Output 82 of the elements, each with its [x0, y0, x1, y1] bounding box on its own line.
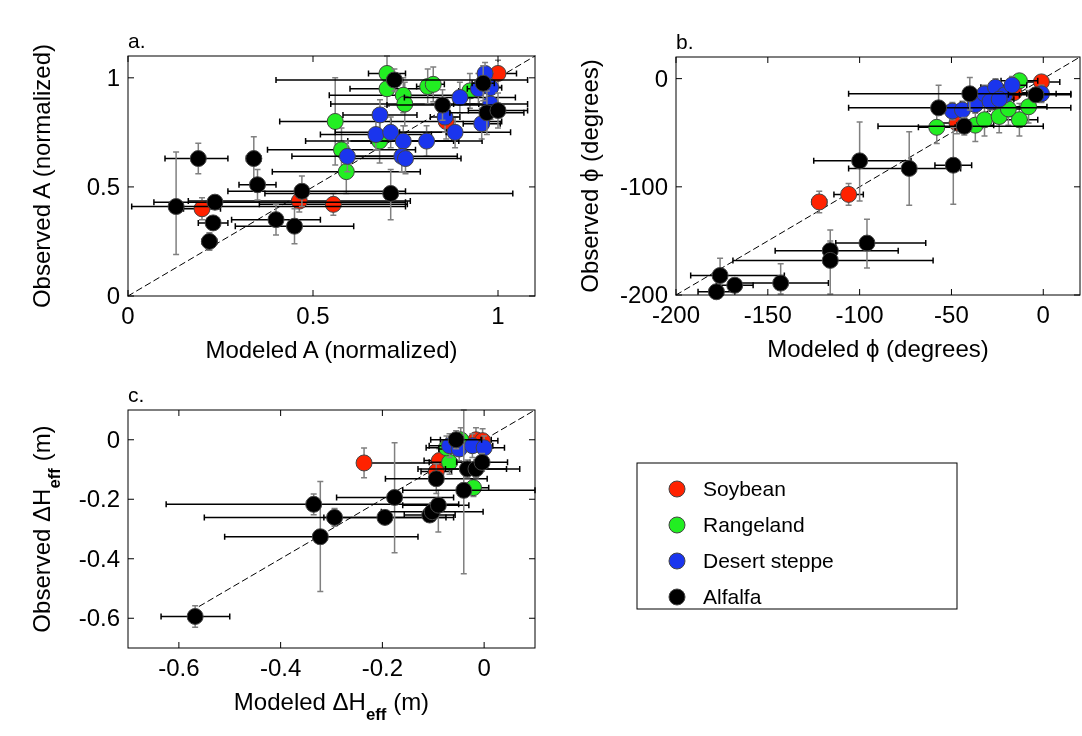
y-axis-title: Observed ϕ (degrees) — [576, 59, 603, 293]
point — [427, 470, 445, 488]
y-axis-title: Observed A (normalized) — [28, 43, 55, 309]
point — [293, 182, 311, 200]
point — [382, 123, 400, 141]
point — [726, 276, 744, 294]
point — [944, 156, 962, 174]
x-tick-label: 0.5 — [296, 302, 330, 329]
y-tick-label: 0 — [106, 425, 120, 453]
point — [474, 74, 492, 92]
y-tick-label: -0.4 — [78, 544, 120, 572]
point — [447, 431, 465, 449]
point — [245, 150, 263, 168]
legend-label: Rangeland — [703, 513, 805, 536]
point — [337, 163, 355, 181]
point — [418, 132, 436, 150]
point — [326, 112, 344, 130]
point — [810, 193, 828, 211]
point — [434, 96, 451, 114]
y-tick-label: 0 — [654, 64, 668, 92]
point — [900, 159, 918, 177]
point — [367, 126, 385, 144]
point — [338, 147, 356, 165]
x-tick-label: -0.2 — [361, 654, 404, 681]
point — [851, 152, 869, 170]
point — [397, 150, 414, 168]
point — [489, 102, 507, 120]
point — [382, 184, 400, 202]
point — [326, 508, 344, 526]
point — [371, 106, 389, 124]
y-tick-label: -100 — [619, 172, 668, 200]
point — [200, 232, 218, 250]
legend-label: Alfalfa — [703, 585, 762, 608]
point — [249, 176, 266, 194]
point — [386, 488, 404, 506]
y-tick-label: 1 — [106, 63, 120, 91]
y-tick-label: 0 — [106, 282, 120, 309]
point — [286, 217, 303, 235]
chart-title: a. — [128, 29, 146, 52]
point — [429, 496, 447, 514]
point — [206, 193, 224, 211]
point — [267, 211, 285, 229]
chart-title: c. — [128, 383, 145, 406]
point — [821, 251, 839, 269]
point — [385, 71, 403, 89]
point — [355, 454, 373, 472]
point — [167, 198, 185, 216]
point — [961, 85, 979, 103]
point — [455, 481, 473, 499]
x-tick-label: 0 — [1036, 301, 1050, 328]
point — [446, 123, 464, 141]
x-axis-title: Modeled A (normalized) — [205, 336, 458, 363]
point — [772, 274, 790, 292]
x-tick-label: 0 — [477, 654, 491, 681]
point — [311, 528, 329, 546]
y-tick-label: 0.5 — [86, 172, 120, 200]
x-tick-label: -150 — [743, 301, 792, 328]
point — [305, 495, 323, 513]
x-tick-label: -0.4 — [259, 654, 302, 681]
legend-label: Desert steppe — [703, 549, 834, 572]
point — [186, 607, 204, 625]
x-axis-title: Modeled ΔH$_{eff}$ (m) — [233, 688, 430, 724]
x-axis-title: Modeled ϕ (degrees) — [767, 335, 989, 362]
x-tick-label: -100 — [835, 301, 884, 328]
point — [376, 508, 394, 526]
y-tick-label: -0.2 — [78, 485, 120, 513]
point — [394, 132, 412, 150]
point — [189, 150, 207, 168]
y-tick-label: -0.6 — [78, 604, 120, 632]
point — [451, 88, 469, 106]
x-tick-label: -0.6 — [158, 654, 200, 681]
point — [1027, 86, 1045, 104]
point — [840, 185, 858, 203]
point — [711, 267, 729, 285]
x-tick-label: 1 — [491, 302, 505, 329]
point — [930, 99, 948, 117]
chart-title: b. — [676, 30, 694, 53]
point — [955, 117, 973, 135]
x-tick-label: -50 — [934, 301, 969, 328]
point — [204, 214, 222, 232]
point — [858, 234, 876, 252]
legend-label: Soybean — [703, 477, 786, 500]
